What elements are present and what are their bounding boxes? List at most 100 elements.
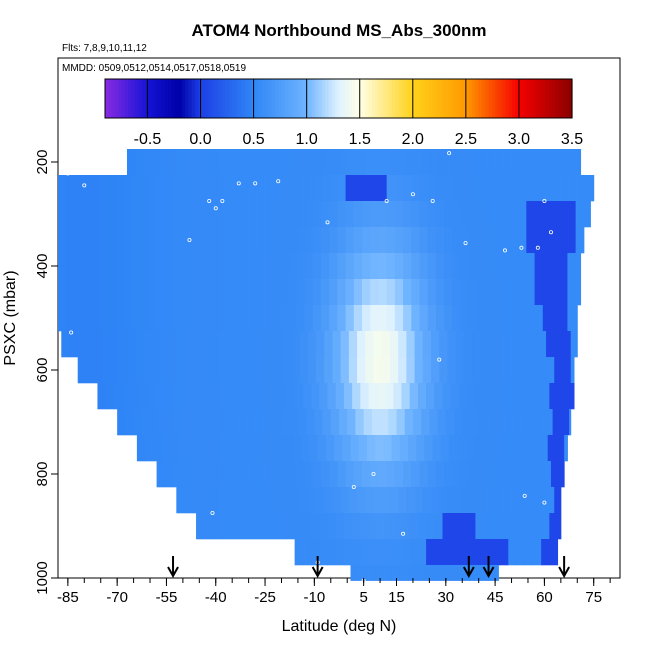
colorbar-swatch <box>281 79 286 118</box>
heatmap-cell <box>250 357 259 384</box>
heatmap-cell <box>504 357 514 384</box>
colorbar-swatch <box>338 79 343 118</box>
heatmap-cell <box>205 201 215 228</box>
heatmap-cell <box>258 357 268 384</box>
heatmap-cell <box>230 305 240 332</box>
heatmap-cell <box>230 201 240 228</box>
colorbar-swatch <box>505 79 510 118</box>
heatmap-cell <box>337 279 347 306</box>
heatmap-cell <box>181 227 190 254</box>
heatmap-cell <box>439 331 448 358</box>
heatmap-cell <box>381 487 391 514</box>
colorbar-swatch <box>388 79 393 118</box>
colorbar-tick-label: 3.5 <box>561 131 583 148</box>
heatmap-cell <box>297 409 307 436</box>
heatmap-cell <box>235 435 245 462</box>
heatmap-cell <box>493 227 503 254</box>
heatmap-cell <box>306 409 315 436</box>
colorbar-swatch <box>465 79 470 118</box>
heatmap-cell <box>173 279 182 306</box>
heatmap-cell <box>99 201 108 228</box>
heatmap-cell <box>362 227 371 254</box>
colorbar-swatch <box>275 79 280 118</box>
colorbar-swatch <box>325 79 330 118</box>
heatmap-cell <box>370 305 379 332</box>
heatmap-cell <box>422 357 432 384</box>
heatmap-cell <box>362 201 371 228</box>
heatmap-cell <box>274 149 284 176</box>
colorbar-swatch <box>491 79 496 118</box>
heatmap-cell <box>230 175 240 202</box>
colorbar-swatch <box>565 79 570 118</box>
heatmap-cell <box>352 539 361 566</box>
heatmap-cell <box>283 331 292 358</box>
heatmap-cell <box>403 279 412 306</box>
heatmap-cell <box>258 149 268 176</box>
heatmap-cell <box>345 305 355 332</box>
colorbar-swatch <box>525 79 530 118</box>
sample-point <box>213 206 218 211</box>
colorbar-swatch <box>468 79 473 118</box>
heatmap-cell <box>389 357 399 384</box>
heatmap-cell <box>197 279 207 306</box>
heatmap-cell <box>332 357 342 384</box>
heatmap-cell <box>312 201 322 228</box>
heatmap-cell <box>455 149 465 176</box>
heatmap-cell <box>204 383 213 410</box>
heatmap-cell <box>419 201 429 228</box>
heatmap-cell <box>288 279 297 306</box>
heatmap-cell <box>332 331 342 358</box>
heatmap-cell <box>411 305 421 332</box>
heatmap-cell <box>442 539 452 566</box>
colorbar-swatch <box>355 79 360 118</box>
heatmap-cell <box>320 461 330 488</box>
heatmap-cell <box>403 227 412 254</box>
heatmap-cell <box>501 227 511 254</box>
colorbar-swatch <box>545 79 550 118</box>
colorbar-swatch <box>185 79 189 118</box>
heatmap-cell <box>85 357 95 384</box>
heatmap-cell <box>209 149 218 176</box>
heatmap-cell <box>406 331 416 358</box>
sample-point <box>410 192 415 197</box>
heatmap-cell <box>416 565 425 581</box>
heatmap-cell <box>521 487 531 514</box>
heatmap-cell <box>442 513 452 540</box>
sample-point <box>447 151 452 156</box>
heatmap-cell <box>258 487 268 514</box>
colorbar-swatch <box>558 79 563 118</box>
heatmap-cell <box>570 149 580 176</box>
heatmap-cell <box>378 279 388 306</box>
colorbar-swatch <box>471 79 476 118</box>
colorbar-swatch <box>288 79 293 118</box>
sample-point <box>430 198 435 203</box>
heatmap-cell <box>334 435 343 462</box>
heatmap-cell <box>463 357 473 384</box>
heatmap-cell <box>575 175 585 202</box>
heatmap-cell <box>263 201 273 228</box>
heatmap-cell <box>370 201 379 228</box>
heatmap-cell <box>153 435 163 462</box>
heatmap-cell <box>348 149 358 176</box>
colorbar-swatch <box>215 79 220 118</box>
heatmap-cell <box>401 513 411 540</box>
heatmap-cell <box>468 201 478 228</box>
heatmap-cell <box>332 487 342 514</box>
heatmap-cell <box>82 227 92 254</box>
heatmap-cell <box>173 201 182 228</box>
heatmap-cell <box>205 305 215 332</box>
heatmap-cell <box>353 305 363 332</box>
sample-point <box>463 241 468 246</box>
heatmap-cell <box>516 383 526 410</box>
flight-arrow-head <box>558 566 571 579</box>
heatmap-cell <box>136 435 146 462</box>
colorbar-swatch <box>411 79 416 118</box>
x-axis: -85 -70 -55 -40 -25 -10 5 15 30 45 60 75 <box>57 578 611 606</box>
heatmap-cell <box>202 435 212 462</box>
heatmap-cell <box>319 383 328 410</box>
heatmap-cell <box>386 253 396 280</box>
colorbar-swatch <box>421 79 426 118</box>
sample-point <box>65 171 70 176</box>
heatmap-cell <box>444 461 453 488</box>
heatmap-cell <box>536 409 545 436</box>
